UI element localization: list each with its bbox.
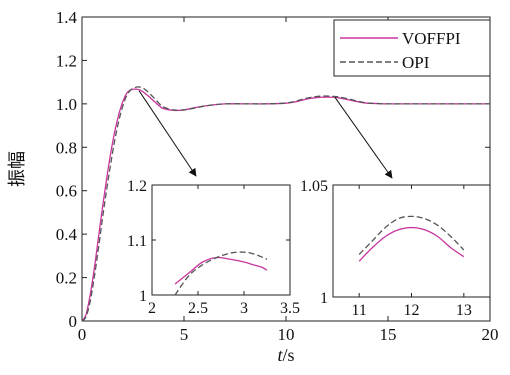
x-tick-label: 5 bbox=[180, 325, 189, 344]
insets-group: 2 2.5 3 3.5 1 1.1 1.2 11 12 13 1 1.05 bbox=[127, 178, 491, 319]
inset-x-tick-label: 2.5 bbox=[188, 300, 208, 317]
axis-titles: t/s 振幅 bbox=[7, 151, 295, 365]
y-tick-label: 0.6 bbox=[56, 182, 77, 201]
x-tick-label: 15 bbox=[380, 325, 397, 344]
legend-box bbox=[333, 19, 491, 77]
inset-series-line-voffpi bbox=[174, 256, 268, 285]
y-tick-label: 0.2 bbox=[56, 269, 77, 288]
x-axis-title: t/s bbox=[277, 345, 294, 365]
x-axis-title-var: t bbox=[277, 345, 283, 365]
inset-y-tick-label: 1.1 bbox=[127, 233, 147, 250]
main-axes: 0 5 10 15 20 0 0.2 0.4 0.6 0.8 1.0 1.2 1.4 bbox=[56, 8, 499, 344]
y-tick-label: 1.2 bbox=[56, 51, 77, 70]
inset-y-tick-label: 1 bbox=[320, 290, 328, 307]
legend-label-opi: OPI bbox=[402, 53, 430, 72]
inset-x-tick-label: 3.5 bbox=[280, 300, 300, 317]
inset-2: 11 12 13 1 1.05 bbox=[300, 178, 491, 319]
inset-y-tick-label: 1 bbox=[139, 288, 147, 305]
inset-series-line-opi bbox=[358, 215, 465, 255]
inset-series-line-opi bbox=[174, 251, 268, 296]
inset-1: 2 2.5 3 3.5 1 1.1 1.2 bbox=[127, 178, 300, 317]
y-tick-label: 0.4 bbox=[56, 225, 78, 244]
legend: VOFFPI OPI bbox=[333, 19, 491, 77]
legend-label-voffpi: VOFFPI bbox=[402, 29, 461, 48]
x-tick-label: 10 bbox=[278, 325, 295, 344]
inset-x-tick-label: 13 bbox=[456, 302, 472, 319]
inset-x-tick-label: 3 bbox=[240, 300, 248, 317]
inset-x-tick-label: 2 bbox=[148, 300, 156, 317]
inset-y-tick-label: 1.2 bbox=[127, 178, 147, 195]
x-tick-label: 20 bbox=[482, 325, 499, 344]
series-line-opi bbox=[81, 86, 490, 322]
inset-x-tick-label: 12 bbox=[404, 302, 420, 319]
inset-series-line-voffpi bbox=[358, 226, 465, 262]
y-tick-label: 1.4 bbox=[56, 8, 78, 27]
inset-frame bbox=[332, 184, 491, 298]
x-axis-title-unit: /s bbox=[283, 345, 295, 365]
zoom-arrows bbox=[138, 90, 393, 179]
zoom-arrow bbox=[138, 90, 197, 177]
zoom-arrow bbox=[334, 97, 393, 179]
inset-x-tick-label: 11 bbox=[351, 302, 366, 319]
x-tick-label: 0 bbox=[78, 325, 87, 344]
inset-frame bbox=[151, 184, 291, 296]
inset-y-tick-label: 1.05 bbox=[300, 178, 328, 195]
y-axis-title: 振幅 bbox=[7, 151, 27, 187]
y-tick-label: 0.8 bbox=[56, 138, 77, 157]
main-series-group bbox=[81, 86, 490, 322]
y-tick-label: 0 bbox=[69, 312, 78, 331]
y-tick-label: 1.0 bbox=[56, 95, 77, 114]
